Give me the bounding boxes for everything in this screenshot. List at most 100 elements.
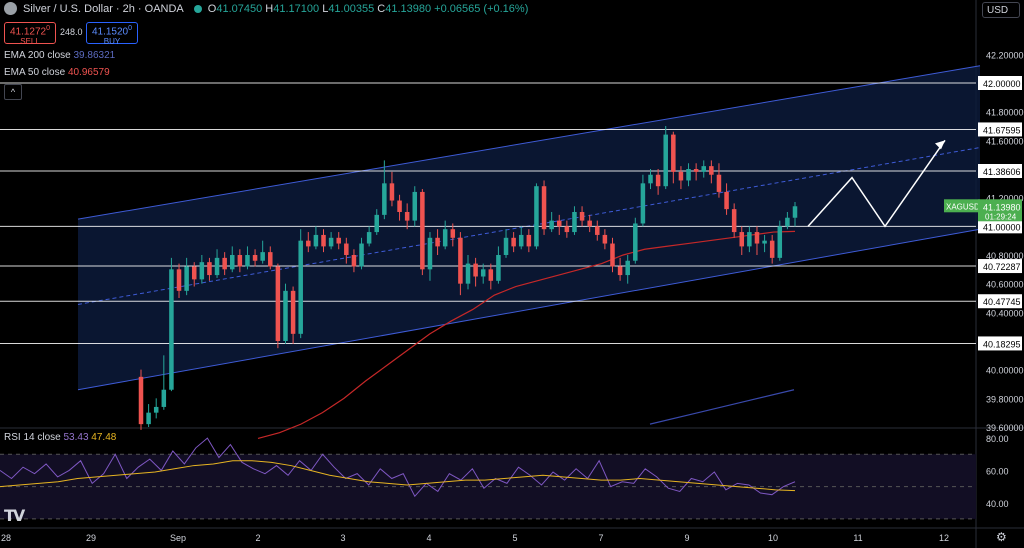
candle-body: [328, 237, 334, 247]
candle-body: [777, 226, 783, 258]
candle: [138, 369, 144, 430]
candle: [678, 166, 684, 190]
candle: [640, 174, 646, 227]
time-tick-label: 5: [512, 533, 517, 543]
price-tick-label: 39.60000: [986, 423, 1024, 433]
candle-body: [686, 169, 691, 181]
candle-body: [701, 166, 706, 172]
tradingview-logo[interactable]: TV: [4, 506, 25, 525]
price-axis-bg: [976, 0, 1024, 548]
candle: [617, 257, 623, 281]
candle-body: [321, 234, 326, 247]
candle: [283, 283, 288, 344]
candle: [366, 226, 372, 247]
candle: [191, 262, 197, 287]
candle: [321, 229, 326, 253]
candle-body: [313, 234, 319, 247]
candle: [214, 249, 220, 278]
candle-body: [769, 240, 775, 258]
candle: [572, 206, 577, 235]
regression-channel-fill: [78, 65, 980, 390]
candle: [161, 355, 167, 410]
candle-body: [169, 269, 174, 390]
ema50-line: [257, 230, 796, 440]
candle-body: [549, 220, 554, 230]
candle-body: [792, 206, 798, 218]
collapse-legend-button[interactable]: ^: [4, 84, 22, 100]
candle: [374, 209, 379, 235]
candle: [268, 246, 273, 270]
level-tag-bg: [978, 219, 1022, 234]
candle: [306, 232, 311, 253]
level-tag-bg: [978, 163, 1022, 178]
price-tick-label: 40.60000: [986, 280, 1024, 290]
ema50-legend[interactable]: EMA 50 close 40.96579: [4, 67, 110, 78]
ema200-legend[interactable]: EMA 200 close 39.86321: [4, 50, 116, 61]
candle-body: [146, 412, 151, 425]
candle: [587, 214, 592, 233]
sell-button[interactable]: 41.12720 SELL: [4, 22, 56, 46]
candle-body: [488, 269, 494, 281]
candle: [518, 226, 524, 250]
price-tick-label: 41.20000: [986, 194, 1024, 204]
candle: [252, 249, 258, 267]
candle: [564, 220, 570, 238]
level-tag-label: 40.47745: [983, 297, 1021, 307]
candle-body: [420, 191, 425, 270]
gear-icon[interactable]: ⚙: [996, 530, 1007, 544]
candle-body: [176, 269, 182, 291]
level-tag-bg: [978, 294, 1022, 309]
level-tag-bg: [978, 259, 1022, 274]
candle-body: [496, 255, 501, 281]
candle: [716, 163, 722, 198]
candle: [792, 201, 798, 227]
currency-button[interactable]: USD: [982, 2, 1020, 18]
candle-body: [458, 237, 463, 284]
candle: [648, 169, 653, 190]
rsi-line: [0, 437, 796, 498]
candle: [442, 220, 448, 250]
candle: [237, 249, 243, 273]
time-tick-label: 10: [768, 533, 778, 543]
level-tag-label: 41.00000: [983, 222, 1021, 232]
symbol-tag-bg: [944, 199, 980, 213]
candle-body: [397, 200, 402, 212]
candle-body: [595, 226, 600, 235]
candle: [785, 212, 790, 230]
level-tag-label: 41.67595: [983, 125, 1021, 135]
time-tick-label: 3: [340, 533, 345, 543]
candle-body: [511, 237, 516, 247]
countdown-label: 01:29:24: [985, 212, 1017, 221]
candle: [397, 194, 402, 221]
candle-body: [572, 212, 577, 233]
rsi-tick-label: 60.00: [986, 466, 1009, 476]
rsi-legend[interactable]: RSI 14 close 53.43 47.48: [4, 432, 117, 443]
candle: [731, 203, 737, 238]
candle: [739, 226, 745, 255]
candle-body: [640, 183, 646, 224]
candle: [724, 183, 729, 215]
time-tick-label: 4: [426, 533, 431, 543]
candle: [427, 232, 433, 281]
candle-body: [648, 174, 653, 184]
candle-body: [283, 290, 288, 341]
candle-body: [382, 183, 387, 215]
candle: [420, 189, 425, 276]
candle: [184, 257, 189, 296]
candle: [754, 226, 760, 255]
candle-body: [214, 257, 220, 276]
candle-body: [617, 266, 623, 276]
current-price-label: 41.13980: [983, 202, 1021, 212]
candle-body: [663, 134, 668, 187]
candle-body: [739, 232, 745, 247]
time-tick-label: 12: [939, 533, 949, 543]
candle-body: [230, 255, 235, 270]
candle-body: [518, 234, 524, 247]
buy-button[interactable]: 41.15200 BUY: [86, 22, 138, 46]
symbol-header[interactable]: Silver / U.S. Dollar · 2h · OANDA O41.07…: [4, 2, 528, 15]
candle-body: [762, 240, 767, 244]
candle-body: [268, 252, 273, 267]
candle: [359, 237, 364, 270]
candle: [595, 220, 600, 241]
